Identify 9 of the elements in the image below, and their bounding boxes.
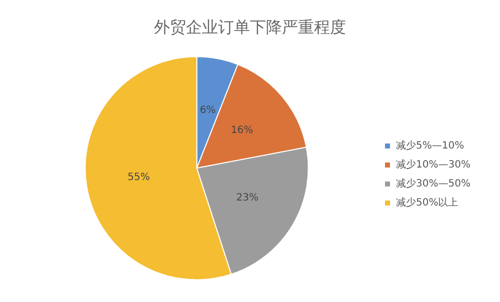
legend-label: 减少5%—10% [396,140,464,152]
chart-title: 外贸企业订单下降严重程度 [154,18,346,36]
legend-label: 减少50%以上 [396,196,458,208]
data-label: 23% [236,192,258,204]
data-label: 16% [230,125,254,136]
data-label: 6% [200,104,216,116]
legend-label: 减少30%—50% [396,178,470,190]
data-label: 55% [128,172,150,183]
legend-label: 减少10%—30% [396,158,470,170]
